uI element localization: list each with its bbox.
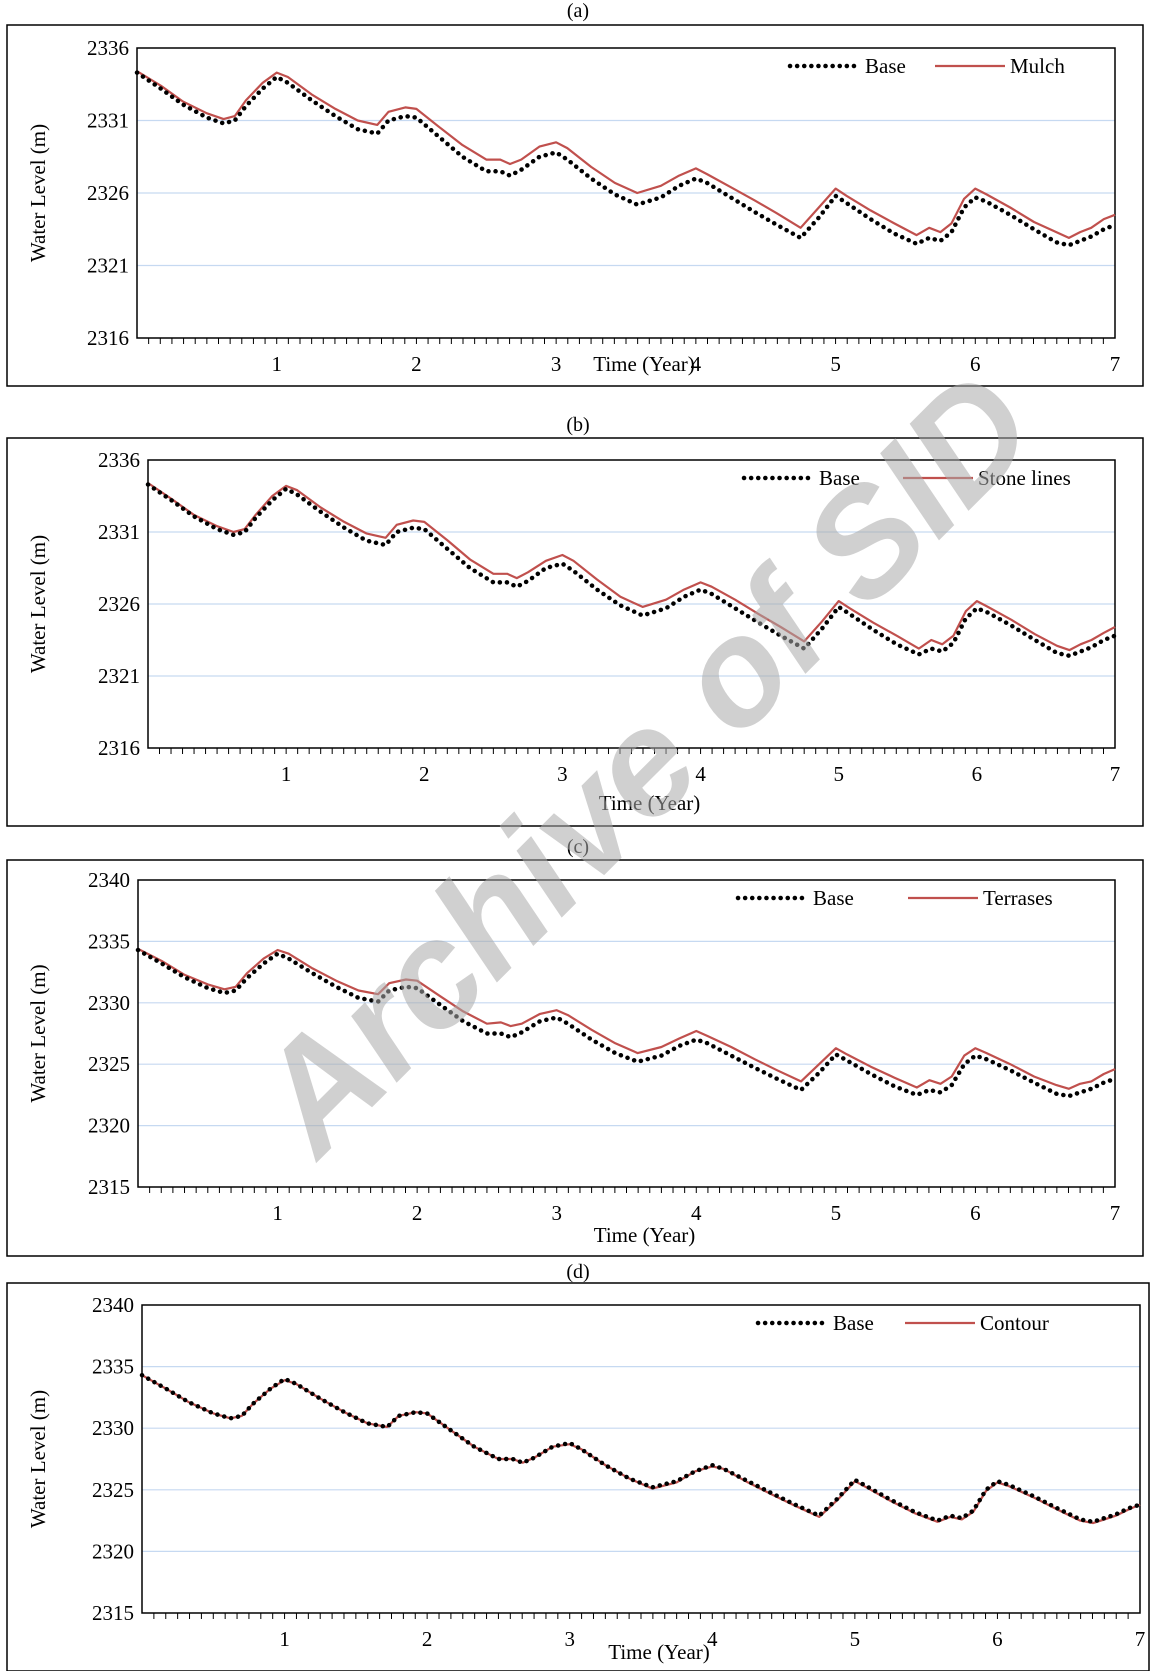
x-tick-label: 3 xyxy=(564,1627,575,1651)
x-tick-label: 4 xyxy=(691,352,702,376)
panel-label: (b) xyxy=(566,414,589,436)
plot-area xyxy=(141,1304,1141,1614)
y-tick-label: 2340 xyxy=(92,1293,134,1317)
x-tick-label: 6 xyxy=(970,1201,981,1225)
chart-panel-b: (b) 2316 2321 2326 2331 2336 1 2 3 4 5 6 7 Time (Year… xyxy=(6,414,1144,827)
x-axis-title: Time (Year) xyxy=(608,1640,710,1664)
series-line-base xyxy=(139,1372,1143,1525)
x-tick-label: 7 xyxy=(1110,1201,1121,1225)
x-tick-label: 5 xyxy=(830,352,841,376)
y-tick-label: 2335 xyxy=(88,929,130,953)
y-tick-label: 2325 xyxy=(92,1478,134,1502)
legend-label-treatment: Terrases xyxy=(983,886,1053,910)
y-tick-label: 2316 xyxy=(98,736,140,760)
x-tick-label: 1 xyxy=(281,762,292,786)
x-tick-label: 7 xyxy=(1110,762,1121,786)
panel-frame xyxy=(6,437,1144,827)
series-line-base xyxy=(135,947,1118,1099)
y-tick-label: 2335 xyxy=(92,1355,134,1379)
panel-frame xyxy=(6,859,1144,1257)
legend-label-base: Base xyxy=(865,54,906,78)
y-tick-label: 2321 xyxy=(87,254,129,278)
series-line-stone-lines xyxy=(147,482,1116,652)
legend-label-treatment: Stone lines xyxy=(978,466,1071,490)
panel-frame xyxy=(6,1282,1150,1671)
x-tick-label: 1 xyxy=(272,1201,283,1225)
panel-label: (c) xyxy=(567,836,589,858)
legend-label-base: Base xyxy=(819,466,860,490)
x-tick-label: 2 xyxy=(412,1201,423,1225)
series-line-mulch xyxy=(136,70,1116,239)
x-tick-label: 3 xyxy=(551,1201,562,1225)
series-line-base xyxy=(134,70,1118,248)
y-tick-label: 2320 xyxy=(92,1539,134,1563)
x-tick-label: 4 xyxy=(695,762,706,786)
panel-label: (a) xyxy=(567,0,589,22)
x-tick-label: 5 xyxy=(850,1627,861,1651)
y-tick-label: 2325 xyxy=(88,1052,130,1076)
y-axis-title: Water Level (m) xyxy=(26,964,50,1102)
y-tick-label: 2331 xyxy=(98,520,140,544)
x-tick-label: 2 xyxy=(422,1627,433,1651)
y-tick-label: 2336 xyxy=(98,448,140,472)
y-tick-label: 2340 xyxy=(88,868,130,892)
x-tick-label: 6 xyxy=(992,1627,1003,1651)
legend-label-base: Base xyxy=(813,886,854,910)
series-line-terrases xyxy=(137,947,1116,1090)
y-tick-label: 2315 xyxy=(92,1601,134,1625)
x-tick-label: 6 xyxy=(972,762,983,786)
x-tick-label: 3 xyxy=(557,762,568,786)
series-line-base xyxy=(145,482,1118,659)
x-tick-label: 2 xyxy=(411,352,422,376)
chart-panel-c: (c) 2315 2320 2325 2330 2335 2340 1 2 3 4 5 6 7 Time (… xyxy=(6,836,1144,1257)
legend-label-base: Base xyxy=(833,1311,874,1335)
x-tick-label: 1 xyxy=(271,352,282,376)
legend-label-treatment: Contour xyxy=(980,1311,1049,1335)
x-tick-label: 4 xyxy=(707,1627,718,1651)
y-tick-label: 2316 xyxy=(87,326,129,350)
y-tick-label: 2330 xyxy=(88,991,130,1015)
x-tick-label: 1 xyxy=(279,1627,290,1651)
x-tick-label: 5 xyxy=(831,1201,842,1225)
panel-label: (d) xyxy=(566,1261,589,1283)
y-tick-label: 2331 xyxy=(87,109,129,133)
x-axis-title: Time (Year) xyxy=(599,791,701,815)
y-tick-label: 2320 xyxy=(88,1114,130,1138)
x-tick-label: 3 xyxy=(551,352,562,376)
y-axis-title: Water Level (m) xyxy=(26,535,50,673)
y-tick-label: 2326 xyxy=(98,592,140,616)
series-line-contour xyxy=(141,1374,1141,1525)
x-tick-label: 4 xyxy=(691,1201,702,1225)
x-tick-label: 6 xyxy=(970,352,981,376)
y-tick-label: 2330 xyxy=(92,1416,134,1440)
y-tick-label: 2321 xyxy=(98,664,140,688)
x-tick-label: 7 xyxy=(1135,1627,1146,1651)
chart-panel-d: (d) 2315 2320 2325 2330 2335 2340 1 2 3 4 5 6 7 Time (… xyxy=(6,1261,1150,1671)
y-tick-label: 2315 xyxy=(88,1175,130,1199)
chart-panel-a: (a) 2316 2321 2326 2331 2336 1 2 3 4 5 6 7 Time (Year… xyxy=(6,0,1144,387)
y-axis-title: Water Level (m) xyxy=(26,1390,50,1528)
y-tick-label: 2326 xyxy=(87,181,129,205)
x-axis-title: Time (Year) xyxy=(593,352,695,376)
x-axis-title: Time (Year) xyxy=(594,1223,696,1247)
y-tick-label: 2336 xyxy=(87,36,129,60)
x-tick-label: 2 xyxy=(419,762,430,786)
plot-area xyxy=(137,879,1116,1188)
legend-label-treatment: Mulch xyxy=(1010,54,1065,78)
x-tick-label: 5 xyxy=(833,762,844,786)
panel-frame xyxy=(6,24,1144,387)
x-tick-label: 7 xyxy=(1110,352,1121,376)
y-axis-title: Water Level (m) xyxy=(26,124,50,262)
